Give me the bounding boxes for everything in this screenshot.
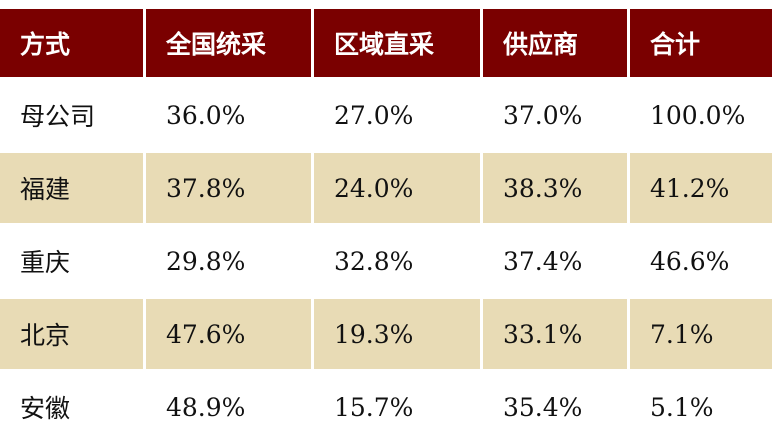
table-cell: 33.1% bbox=[483, 299, 627, 369]
table-cell: 29.8% bbox=[166, 246, 246, 276]
row-label: 重庆 bbox=[20, 248, 71, 277]
row-label: 安徽 bbox=[20, 394, 71, 423]
table-row: 福建 37.8% 24.0% 38.3% 41.2% bbox=[0, 153, 772, 223]
table-cell: 36.0% bbox=[166, 100, 246, 130]
table-cell: 37.4% bbox=[503, 246, 583, 276]
table-cell: 35.4% bbox=[503, 392, 583, 422]
table-cell: 24.0% bbox=[314, 153, 480, 223]
table-cell: 100.0% bbox=[650, 100, 746, 130]
table-cell: 7.1% bbox=[630, 299, 772, 369]
header-cell: 供应商 bbox=[483, 9, 627, 77]
procurement-table: 方式 全国统采 区域直采 供应商 合计 母公司 36.0% 27.0% 37.0% 10… bbox=[0, 6, 775, 445]
table-cell: 37.0% bbox=[503, 100, 583, 130]
table-cell: 47.6% bbox=[146, 299, 311, 369]
table-cell: 5.1% bbox=[650, 392, 714, 422]
row-label: 福建 bbox=[0, 153, 143, 223]
table-row: 重庆 29.8% 32.8% 37.4% 46.6% bbox=[0, 226, 772, 296]
table-row: 北京 47.6% 19.3% 33.1% 7.1% bbox=[0, 299, 772, 369]
table-cell: 27.0% bbox=[334, 100, 414, 130]
header-cell: 合计 bbox=[630, 9, 772, 77]
header-row: 方式 全国统采 区域直采 供应商 合计 bbox=[0, 9, 772, 77]
table-cell: 37.8% bbox=[146, 153, 311, 223]
table-cell: 32.8% bbox=[334, 246, 414, 276]
header-cell: 方式 bbox=[0, 9, 143, 77]
header-cell: 区域直采 bbox=[314, 9, 480, 77]
table-cell: 46.6% bbox=[650, 246, 730, 276]
table-row: 安徽 48.9% 15.7% 35.4% 5.1% bbox=[0, 372, 772, 442]
row-label: 母公司 bbox=[20, 102, 96, 131]
table-cell: 15.7% bbox=[334, 392, 414, 422]
table-cell: 38.3% bbox=[483, 153, 627, 223]
table-cell: 48.9% bbox=[166, 392, 246, 422]
table-cell: 19.3% bbox=[314, 299, 480, 369]
row-label: 北京 bbox=[0, 299, 143, 369]
table-cell: 41.2% bbox=[630, 153, 772, 223]
header-cell: 全国统采 bbox=[146, 9, 311, 77]
table-row: 母公司 36.0% 27.0% 37.0% 100.0% bbox=[0, 80, 772, 150]
